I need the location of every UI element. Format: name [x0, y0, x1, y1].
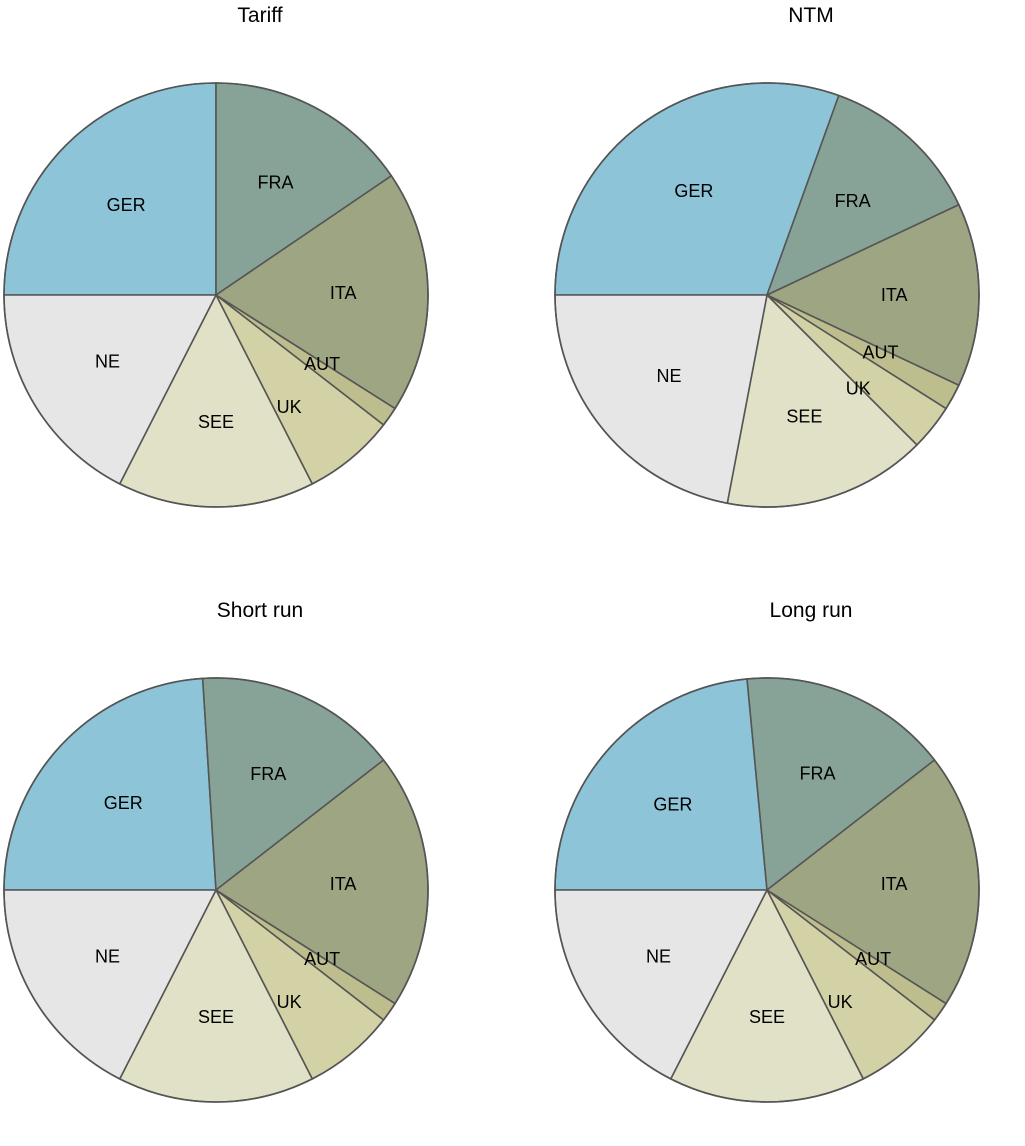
pie-outline — [3, 82, 429, 508]
slice-label-aut: AUT — [304, 949, 340, 969]
slice-label-fra: FRA — [250, 764, 286, 784]
pie-slice-ger — [554, 678, 768, 891]
pie-slice-ger — [3, 677, 217, 891]
chart-panel-long-run: Long run GER FRA ITA AUT UK SEE NE — [554, 595, 1025, 1146]
chart-title: Long run — [769, 599, 853, 622]
slice-label-ne: NE — [656, 366, 681, 386]
slice-label-ger: GER — [674, 181, 713, 201]
chart-title: Tariff — [237, 4, 283, 27]
slice-label-uk: UK — [828, 992, 853, 1012]
chart-title: Short run — [216, 599, 304, 622]
slice-label-aut: AUT — [863, 342, 899, 362]
pie-chart: GER FRA ITA AUT UK SEE NE — [3, 677, 429, 1103]
slice-label-ne: NE — [95, 947, 120, 967]
slice-label-see: SEE — [198, 412, 234, 432]
chart-panel-ntm: NTM GER FRA ITA AUT UK SEE NE — [554, 0, 1025, 551]
pie-chart: GER FRA ITA AUT UK SEE NE — [554, 677, 980, 1103]
slice-label-see: SEE — [198, 1007, 234, 1027]
slice-label-ne: NE — [95, 352, 120, 372]
slice-label-see: SEE — [749, 1007, 785, 1027]
slice-label-uk: UK — [277, 397, 302, 417]
chart-panel-short-run: Short run GER FRA ITA AUT UK SEE NE — [3, 595, 516, 1146]
chart-panel-tariff: Tariff GER FRA ITA AUT UK SEE NE — [3, 0, 516, 551]
slice-label-uk: UK — [846, 379, 871, 399]
pie-chart: GER FRA ITA AUT UK SEE NE — [3, 82, 429, 508]
slice-label-fra: FRA — [258, 173, 294, 193]
chart-title: NTM — [788, 4, 834, 27]
slice-label-ita: ITA — [881, 874, 908, 894]
slice-label-aut: AUT — [304, 354, 340, 374]
pie-chart: GER FRA ITA AUT UK SEE NE — [554, 82, 980, 508]
slice-label-uk: UK — [277, 992, 302, 1012]
slice-label-ger: GER — [104, 793, 143, 813]
slice-label-aut: AUT — [855, 949, 891, 969]
slice-label-ger: GER — [653, 794, 692, 814]
slice-label-see: SEE — [786, 407, 822, 427]
slice-label-ita: ITA — [881, 285, 908, 305]
pie-outline — [554, 82, 980, 508]
slice-label-ita: ITA — [330, 283, 357, 303]
slice-label-ger: GER — [107, 195, 146, 215]
slice-label-fra: FRA — [835, 191, 871, 211]
slice-label-ne: NE — [646, 947, 671, 967]
pie-slice-ger — [3, 82, 217, 296]
slice-label-ita: ITA — [330, 874, 357, 894]
slice-label-fra: FRA — [800, 763, 836, 783]
